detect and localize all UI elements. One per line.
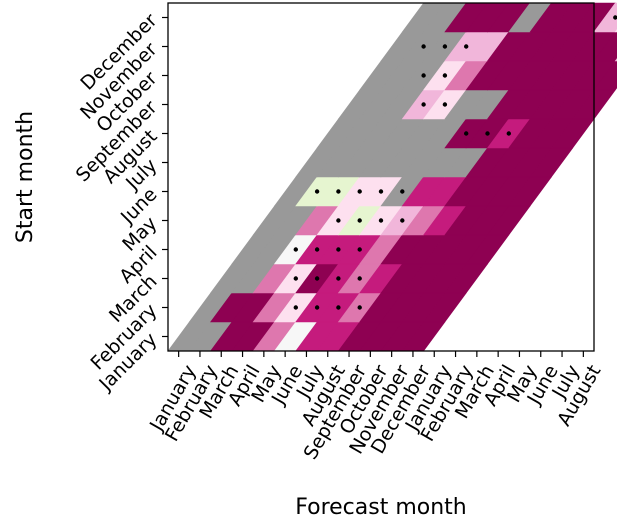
significance-dot-february-lead-5 (314, 305, 320, 310)
significance-dot-june-lead-5 (400, 189, 405, 194)
significance-dot-april-lead-3 (314, 247, 320, 252)
significance-dot-june-lead-1 (314, 189, 320, 194)
significance-dot-february-lead-6 (336, 305, 341, 310)
significance-dot-november-lead-3 (464, 44, 469, 49)
y-axis-title: Start month (13, 111, 38, 243)
significance-dot-november-lead-2 (442, 44, 448, 49)
significance-dot-may-lead-5 (378, 218, 384, 223)
significance-dots (293, 15, 617, 310)
significance-dot-march-lead-3 (293, 276, 298, 281)
significance-dot-november-lead-1 (421, 44, 426, 49)
significance-dot-june-lead-2 (336, 189, 341, 194)
significance-dot-may-lead-4 (357, 218, 362, 223)
significance-dot-august-lead-7 (485, 131, 490, 136)
x-axis-title: Forecast month (295, 495, 467, 520)
significance-dot-april-lead-4 (336, 247, 341, 252)
significance-dot-august-lead-8 (506, 131, 511, 136)
significance-dot-may-lead-6 (400, 218, 405, 223)
y-axis-ticks: JanuaryFebruaryMarchAprilMayJuneJulyAugu… (72, 9, 168, 396)
heatmap-cell-november-lead-10 (593, 31, 617, 62)
heatmap-cell-december-lead-9 (593, 2, 617, 33)
significance-dot-june-lead-3 (357, 189, 362, 194)
significance-dot-may-lead-3 (336, 218, 341, 223)
significance-dot-february-lead-7 (357, 305, 362, 310)
significance-dot-september-lead-4 (442, 102, 448, 107)
significance-dot-october-lead-2 (421, 73, 426, 78)
heatmap-cells (167, 2, 617, 352)
significance-dot-october-lead-3 (442, 73, 448, 78)
significance-dot-march-lead-4 (314, 276, 320, 281)
significance-dot-april-lead-2 (293, 247, 298, 252)
significance-dot-august-lead-6 (464, 131, 469, 136)
x-axis-ticks: JanuaryFebruaryMarchAprilMayJuneJulyAugu… (145, 351, 605, 463)
heatmap-cell-october-lead-11 (593, 60, 617, 91)
significance-dot-march-lead-6 (357, 276, 362, 281)
significance-dot-september-lead-3 (421, 102, 426, 107)
significance-dot-april-lead-5 (357, 247, 362, 252)
plot-frame (167, 2, 595, 352)
significance-dot-march-lead-5 (336, 276, 341, 281)
significance-dot-june-lead-4 (378, 189, 384, 194)
significance-dot-december-lead-9 (613, 15, 617, 20)
significance-dot-february-lead-4 (293, 305, 298, 310)
